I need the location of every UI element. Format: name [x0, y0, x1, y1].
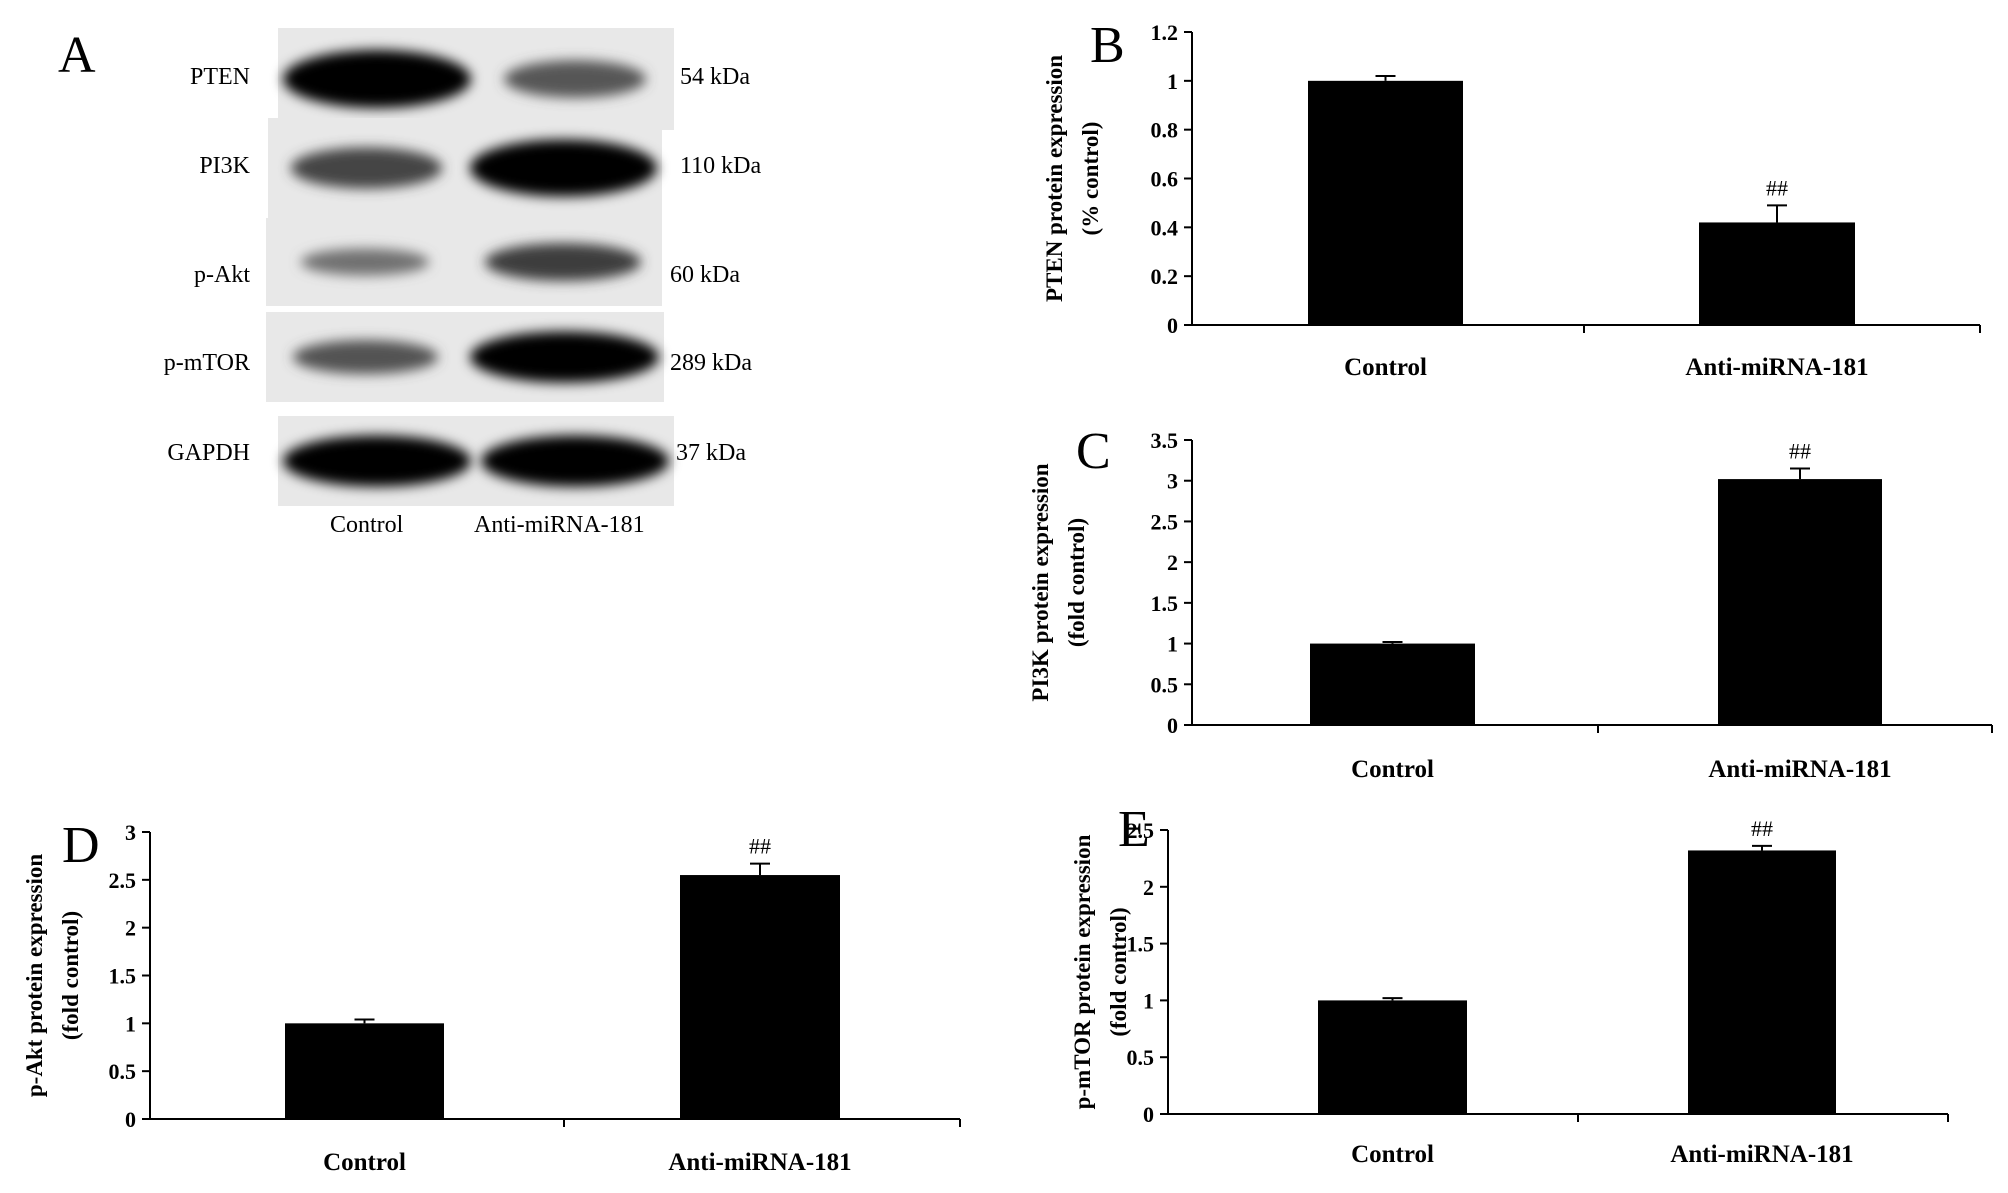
x-category-label: Control: [1351, 756, 1434, 783]
y-axis-title: p-Akt protein expression: [22, 854, 47, 1097]
panel-letter: C: [1076, 423, 1111, 480]
blot-row-pten: PTEN 54 kDa: [190, 28, 750, 130]
blot-band: [290, 147, 443, 189]
blot-band: [282, 49, 472, 109]
significance-marker: ##: [749, 834, 771, 859]
chart-panel-e: E 0 0.5 1 1.5 2 2.5 p-mTOR protein expression (f…: [1070, 801, 1949, 1168]
y-tick-label: 0.4: [1151, 215, 1179, 240]
y-tick-label: 1: [1167, 69, 1178, 94]
bar: [1310, 643, 1475, 725]
panel-letter: E: [1118, 801, 1150, 858]
blot-row-p-mtor: p-mTOR 289 kDa: [164, 312, 752, 402]
blot-protein-label: p-Akt: [194, 262, 250, 288]
y-tick-label: 3: [125, 820, 136, 845]
blot-band: [484, 243, 642, 281]
western-blot-panel: A PTEN 54 kDa PI3K 110 kDa p-Akt 60 kDa p-mTOR…: [58, 27, 761, 538]
significance-marker: ##: [1789, 439, 1811, 464]
bar: [1699, 222, 1855, 325]
x-category-label: Anti-miRNA-181: [1685, 354, 1868, 381]
y-tick-label: 1.2: [1151, 20, 1179, 45]
y-tick-label: 0: [1167, 313, 1178, 338]
y-tick-label: 2: [1143, 875, 1154, 900]
blot-size-label: 289 kDa: [670, 350, 752, 376]
significance-marker: ##: [1751, 816, 1773, 841]
blot-protein-label: GAPDH: [167, 440, 250, 466]
panel-letter: D: [62, 817, 100, 874]
y-tick-label: 0: [1167, 713, 1178, 738]
blot-size-label: 60 kDa: [670, 262, 740, 288]
x-category-label: Anti-miRNA-181: [1670, 1141, 1853, 1168]
x-category-label: Control: [1351, 1141, 1434, 1168]
blot-protein-label: p-mTOR: [164, 350, 250, 376]
bar: [1688, 850, 1836, 1114]
significance-marker: ##: [1766, 175, 1788, 200]
blot-band: [503, 60, 647, 98]
bar: [1318, 1000, 1467, 1114]
blot-band: [469, 331, 660, 383]
bar: [1718, 479, 1882, 725]
y-tick-label: 1: [1143, 988, 1154, 1013]
y-axis-title: PTEN protein expression: [1042, 55, 1067, 302]
x-category-label: Control: [1344, 354, 1427, 381]
blot-row-p-akt: p-Akt 60 kDa: [194, 218, 740, 306]
panel-letter: B: [1090, 17, 1125, 74]
y-tick-label: 2: [125, 916, 136, 941]
y-tick-label: 1: [1167, 632, 1178, 657]
y-axis-subtitle: (fold control): [1106, 907, 1131, 1036]
y-axis-title: p-mTOR protein expression: [1070, 834, 1095, 1109]
blot-size-label: 37 kDa: [676, 440, 746, 466]
y-tick-label: 1: [125, 1011, 136, 1036]
y-tick-label: 0.5: [109, 1059, 137, 1084]
y-axis-subtitle: (fold control): [1064, 518, 1089, 647]
blot-band: [282, 435, 472, 487]
y-tick-label: 3: [1167, 469, 1178, 494]
blot-band: [300, 248, 430, 276]
y-tick-label: 2.5: [1127, 818, 1155, 843]
blot-row-pi3k: PI3K 110 kDa: [199, 118, 761, 218]
blot-protein-label: PI3K: [199, 153, 250, 179]
y-tick-label: 2.5: [109, 868, 137, 893]
y-axis-subtitle: (% control): [1078, 122, 1103, 236]
y-tick-label: 0: [1143, 1102, 1154, 1127]
chart-panel-c: C 0 0.5 1 1.5 2 2.5 3 3.5 PI3K protein expression…: [1028, 423, 1993, 783]
bar: [680, 875, 840, 1119]
chart-panel-b: B 0 0.2 0.4 0.6 0.8 1 1.2 PTEN protein expressio…: [1042, 17, 1981, 381]
y-tick-label: 0: [125, 1107, 136, 1132]
lane-label-control: Control: [330, 512, 404, 538]
blot-size-label: 54 kDa: [680, 64, 750, 90]
blot-band: [469, 139, 658, 197]
blot-protein-label: PTEN: [190, 64, 250, 90]
chart-panel-d: D 0 0.5 1 1.5 2 2.5 3 p-Akt protein expression (f…: [22, 817, 961, 1176]
blot-row-gapdh: GAPDH 37 kDa: [167, 416, 746, 506]
y-tick-label: 2: [1167, 550, 1178, 575]
x-category-label: Anti-miRNA-181: [668, 1149, 851, 1176]
bar: [285, 1023, 444, 1119]
y-tick-label: 3.5: [1151, 428, 1179, 453]
blot-band: [480, 435, 670, 487]
y-axis-subtitle: (fold control): [58, 911, 83, 1040]
bar: [1308, 80, 1463, 325]
y-tick-label: 0.5: [1127, 1045, 1155, 1070]
y-axis-title: PI3K protein expression: [1028, 463, 1053, 701]
y-tick-label: 0.8: [1151, 118, 1179, 143]
y-tick-label: 0.6: [1151, 167, 1179, 192]
blot-size-label: 110 kDa: [680, 153, 761, 179]
lane-label-anti-mirna-181: Anti-miRNA-181: [474, 512, 645, 538]
panel-a-letter: A: [58, 27, 96, 84]
y-tick-label: 0.2: [1151, 264, 1179, 289]
y-tick-label: 2.5: [1151, 509, 1179, 534]
y-tick-label: 0.5: [1151, 672, 1179, 697]
x-category-label: Anti-miRNA-181: [1708, 756, 1891, 783]
y-tick-label: 1.5: [109, 964, 137, 989]
x-category-label: Control: [323, 1149, 406, 1176]
blot-band: [292, 340, 439, 374]
y-tick-label: 1.5: [1127, 932, 1155, 957]
y-tick-label: 1.5: [1151, 591, 1179, 616]
